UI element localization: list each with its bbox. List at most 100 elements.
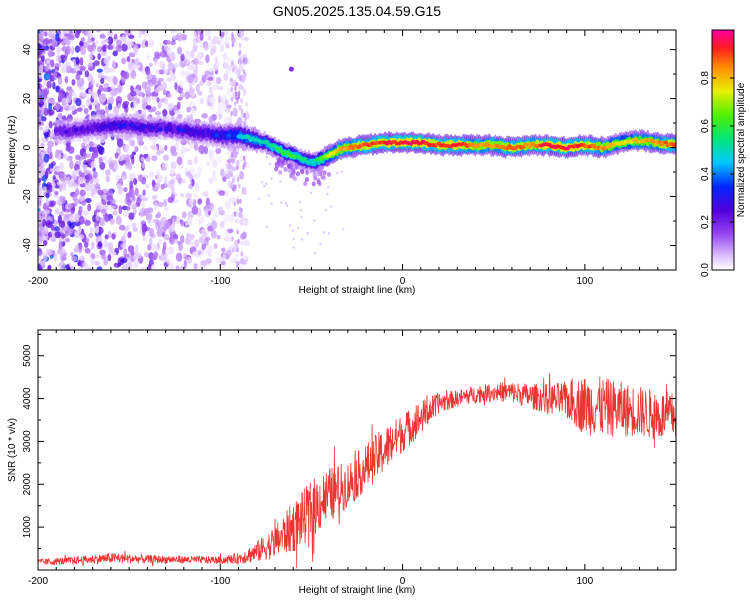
spectral-noise-cell: [85, 98, 91, 107]
colorbar-cell: [712, 184, 734, 187]
spectral-noise-cell: [98, 84, 104, 93]
spectral-noise-cell: [94, 105, 101, 112]
spectral-noise-cell: [132, 259, 139, 269]
spectral-noise-cell: [118, 154, 125, 162]
spectral-noise-cell: [229, 77, 234, 82]
spectral-noise-cell: [59, 172, 66, 178]
x-tick-label: -100: [210, 276, 230, 287]
snr-y-ticks: 1000 2000 3000 4000 5000: [22, 333, 676, 571]
spectral-noise-cell: [100, 39, 105, 47]
spectral-noise-cell: [243, 186, 248, 196]
spectral-noise-cell: [130, 139, 135, 147]
spectral-noise-cell: [190, 107, 196, 116]
spectral-noise-cell: [107, 200, 111, 206]
spectral-noise-cell: [41, 136, 46, 143]
spectral-noise-cell: [75, 97, 82, 107]
colorbar-cell: [712, 262, 734, 265]
spectral-noise-cell: [268, 163, 272, 166]
colorbar-cell: [712, 202, 734, 205]
spectral-noise-cell: [204, 30, 211, 37]
spectral-noise-cell: [62, 186, 67, 192]
spectral-ridge-cell: [54, 128, 59, 133]
spectral-noise-cell: [38, 34, 43, 41]
spectral-noise-cell: [257, 197, 261, 200]
spectral-noise-cell: [145, 156, 151, 162]
spectral-noise-cell: [162, 108, 168, 117]
spectral-ridge-cell: [289, 164, 294, 170]
spectral-noise-cell: [174, 82, 178, 90]
colorbar-cell: [712, 90, 734, 93]
spectral-noise-cell: [38, 255, 42, 264]
colorbar-cell: [712, 96, 734, 99]
spectral-noise-cell: [147, 207, 154, 213]
spectral-noise-cell: [144, 40, 149, 48]
spectral-noise-cell: [98, 109, 105, 114]
colorbar-cell: [712, 136, 734, 139]
spectral-noise-cell: [84, 248, 91, 254]
colorbar-cell: [712, 50, 734, 53]
spectral-ridge-cell: [275, 164, 280, 170]
spectral-noise-cell: [158, 69, 165, 75]
spectral-ridge-cell: [312, 168, 317, 174]
colorbar-cell: [712, 210, 734, 213]
spectral-noise-cell: [95, 83, 100, 88]
spectral-ridge-cell: [122, 123, 127, 128]
colorbar-cell: [712, 116, 734, 119]
spectral-noise-cell: [58, 210, 64, 217]
colorbar-cell: [712, 38, 734, 41]
spectral-noise-cell: [53, 219, 58, 227]
spectral-noise-cell: [169, 169, 175, 176]
spectral-noise-cell: [84, 30, 89, 37]
spectral-noise-cell: [112, 76, 118, 86]
spectral-noise-cell: [71, 79, 76, 86]
spectral-noise-cell: [133, 100, 138, 108]
spectral-noise-cell: [243, 161, 246, 167]
spectral-noise-cell: [38, 73, 43, 80]
spectral-noise-cell: [150, 254, 157, 261]
spectral-noise-cell: [48, 50, 54, 58]
colorbar-cell: [712, 208, 734, 211]
spectral-noise-cell: [71, 255, 78, 262]
spectral-noise-cell: [97, 53, 102, 61]
spectral-noise-cell: [151, 76, 157, 85]
spectral-noise-cell: [142, 197, 148, 202]
spectral-noise-cell: [158, 238, 163, 246]
spectral-noise-cell: [201, 228, 205, 237]
spectral-noise-cell: [128, 188, 135, 198]
spectral-noise-cell: [239, 170, 245, 180]
spectral-noise-cell: [84, 219, 91, 226]
spectral-noise-cell: [99, 34, 107, 39]
spectral-noise-cell: [341, 228, 345, 231]
spectral-ridge-cell: [182, 128, 187, 133]
spectral-noise-cell: [44, 226, 49, 236]
spectral-noise-cell: [224, 33, 231, 41]
spectral-noise-cell: [108, 230, 112, 239]
spectral-noise-cell: [58, 240, 63, 250]
spectral-noise-cell: [87, 203, 92, 212]
spectral-noise-cell: [74, 244, 80, 253]
spectral-noise-cell: [83, 108, 89, 115]
colorbar-cell: [712, 236, 734, 239]
spectral-noise-cell: [126, 224, 130, 231]
spectral-noise-cell: [238, 30, 245, 33]
spectrogram-x-axis-label: Height of straight line (km): [299, 285, 416, 296]
colorbar-cell: [712, 58, 734, 61]
spectral-noise-cell: [107, 44, 114, 50]
spectral-noise-cell: [156, 80, 161, 87]
spectral-noise-cell: [212, 159, 218, 168]
spectral-ridge-cell: [350, 146, 356, 150]
colorbar-cell: [712, 108, 734, 111]
colorbar-cell: [712, 54, 734, 57]
spectral-noise-cell: [78, 216, 85, 225]
colorbar-cell: [712, 84, 734, 87]
spectral-noise-cell: [138, 141, 145, 146]
spectral-noise-cell: [94, 40, 99, 48]
spectral-noise-cell: [38, 109, 42, 116]
spectral-ridge-cell: [305, 169, 310, 175]
spectral-noise-cell: [43, 78, 48, 86]
spectral-noise-cell: [42, 186, 47, 192]
spectral-noise-cell: [205, 54, 210, 64]
x-tick-label: 100: [577, 576, 594, 587]
spectral-noise-cell: [98, 93, 105, 102]
spectral-noise-cell: [148, 38, 155, 48]
